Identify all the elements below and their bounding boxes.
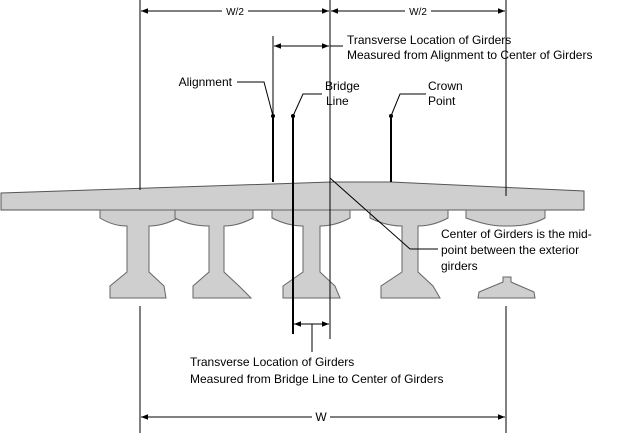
transverse-alignment-label-line2: Measured from Alignment to Center of Gir… [347,48,592,62]
girder-2 [174,209,254,299]
crown-point-leader [390,93,426,117]
center-girders-leader [329,177,411,250]
half-width-right-label: W/2 [409,7,427,18]
alignment-leader [237,81,274,117]
alignment-label: Alignment [179,75,233,89]
alignment-dot [271,114,275,118]
bridge-line-label-line1: Bridge [325,79,360,93]
crown-point-label-line1: Crown [428,79,463,93]
transverse-bridgeline-label-line1: Transverse Location of Girders [190,355,354,369]
transverse-bridgeline-label-line2: Measured from Bridge Line to Center of G… [190,372,443,386]
girder-3 [271,209,351,299]
center-girders-label-line1: Center of Girders is the mid- [441,227,592,241]
crown-point-label-line2: Point [428,94,456,108]
crown-point-dot [389,114,393,118]
bridge-line-dot [291,114,295,118]
half-width-left-label: W/2 [226,7,244,18]
center-girders-label-line2: point between the exterior [441,243,579,257]
bridge-line-label-line2: Line [326,94,349,108]
girder-5-bottom-bulb [477,276,536,299]
total-width-label: W [315,410,327,424]
transverse-alignment-label-line1: Transverse Location of Girders [347,33,511,47]
bridge-line-leader [292,93,322,117]
girder-1 [99,209,179,299]
girder-5 [465,209,546,227]
girder-4 [369,209,449,299]
girders [99,209,546,299]
center-girders-label-line3: girders [441,259,478,273]
